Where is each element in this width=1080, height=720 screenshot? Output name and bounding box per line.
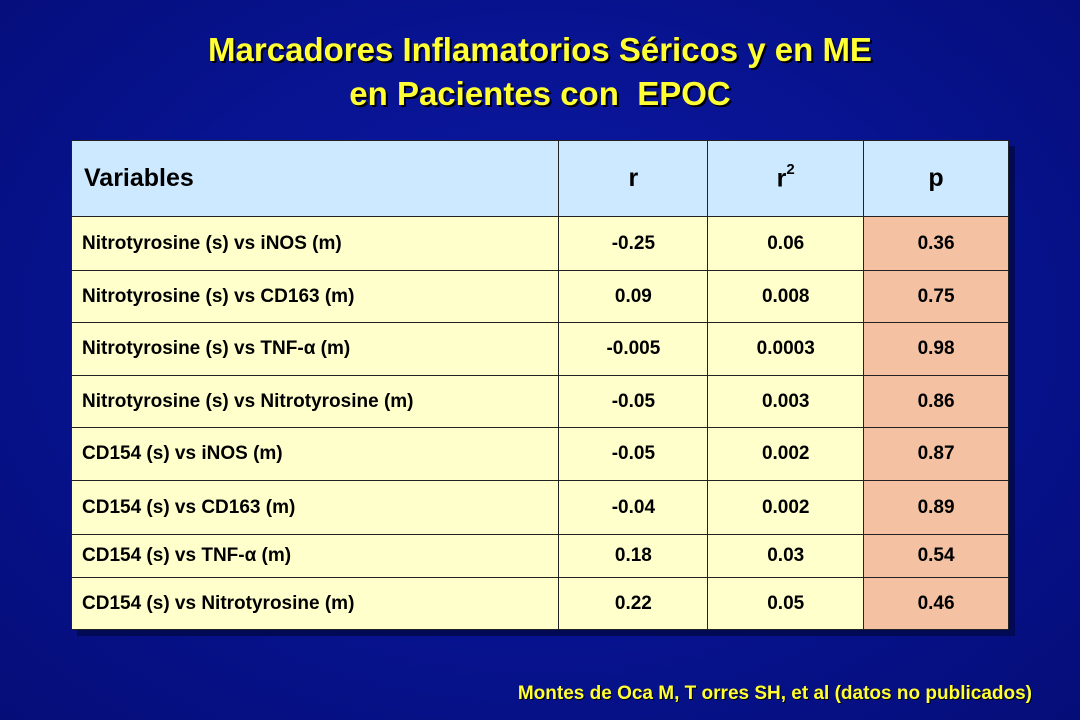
cell-p: 0.36: [863, 216, 1009, 271]
table-row: Nitrotyrosine (s) vs TNF-α (m) -0.005 0.…: [70, 322, 1009, 376]
cell-r2: 0.002: [707, 427, 865, 481]
cell-r2: 0.05: [707, 577, 865, 630]
citation: Montes de Oca M, T orres SH, et al (dato…: [517, 683, 1032, 704]
header-r-squared: r2: [707, 140, 865, 217]
title-line-1: Marcadores Inflamatorios Séricos y en ME: [208, 31, 872, 68]
header-r: r: [558, 140, 709, 217]
cell-r: -0.005: [558, 322, 709, 376]
table-row: CD154 (s) vs iNOS (m) -0.05 0.002 0.87: [70, 427, 1009, 481]
table-row: Nitrotyrosine (s) vs Nitrotyrosine (m) -…: [70, 375, 1009, 428]
correlation-table: Variables r r2 p Nitrotyrosine (s) vs iN…: [70, 140, 1009, 630]
cell-p: 0.46: [863, 577, 1009, 630]
table-row: CD154 (s) vs CD163 (m) -0.04 0.002 0.89: [70, 480, 1009, 535]
cell-p: 0.98: [863, 322, 1009, 376]
cell-r2: 0.03: [707, 534, 865, 578]
table-header-row: Variables r r2 p: [70, 140, 1009, 217]
cell-variable: CD154 (s) vs TNF-α (m): [70, 534, 560, 578]
table-row: CD154 (s) vs Nitrotyrosine (m) 0.22 0.05…: [70, 577, 1009, 630]
cell-p: 0.87: [863, 427, 1009, 481]
cell-variable: CD154 (s) vs Nitrotyrosine (m): [70, 577, 560, 630]
table-row: Nitrotyrosine (s) vs CD163 (m) 0.09 0.00…: [70, 270, 1009, 323]
cell-r: 0.09: [558, 270, 709, 323]
cell-p: 0.86: [863, 375, 1009, 428]
cell-variable: Nitrotyrosine (s) vs Nitrotyrosine (m): [70, 375, 560, 428]
cell-r: -0.05: [558, 375, 709, 428]
cell-r2: 0.0003: [707, 322, 865, 376]
cell-p: 0.75: [863, 270, 1009, 323]
cell-r: 0.22: [558, 577, 709, 630]
table-row: Nitrotyrosine (s) vs iNOS (m) -0.25 0.06…: [70, 216, 1009, 271]
cell-r2: 0.003: [707, 375, 865, 428]
cell-r: -0.04: [558, 480, 709, 535]
header-p: p: [863, 140, 1009, 217]
cell-r: -0.25: [558, 216, 709, 271]
slide-title: Marcadores Inflamatorios Séricos y en ME…: [0, 28, 1080, 116]
cell-variable: Nitrotyrosine (s) vs iNOS (m): [70, 216, 560, 271]
cell-variable: Nitrotyrosine (s) vs CD163 (m): [70, 270, 560, 323]
cell-p: 0.89: [863, 480, 1009, 535]
cell-r2: 0.06: [707, 216, 865, 271]
table-row: CD154 (s) vs TNF-α (m) 0.18 0.03 0.54: [70, 534, 1009, 578]
cell-r: -0.05: [558, 427, 709, 481]
header-r2-superscript: 2: [786, 160, 795, 178]
cell-variable: Nitrotyrosine (s) vs TNF-α (m): [70, 322, 560, 376]
cell-r: 0.18: [558, 534, 709, 578]
cell-r2: 0.002: [707, 480, 865, 535]
header-variables: Variables: [70, 140, 560, 217]
cell-r2: 0.008: [707, 270, 865, 323]
cell-variable: CD154 (s) vs CD163 (m): [70, 480, 560, 535]
cell-p: 0.54: [863, 534, 1009, 578]
title-line-2: en Pacientes con EPOC: [349, 75, 731, 112]
cell-variable: CD154 (s) vs iNOS (m): [70, 427, 560, 481]
header-r2-base: r: [776, 164, 787, 193]
